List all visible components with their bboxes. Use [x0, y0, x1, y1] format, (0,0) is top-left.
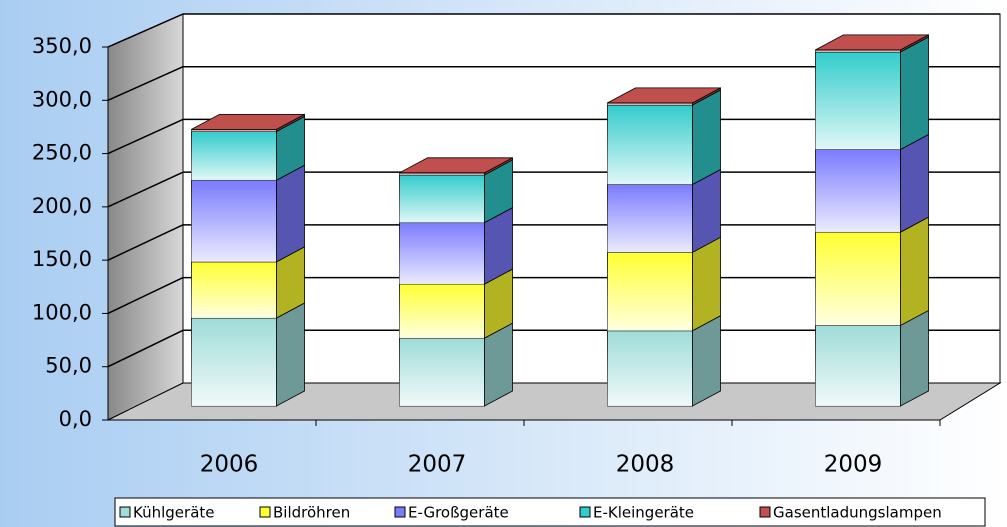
bar-top	[399, 157, 513, 174]
bar-shine	[399, 338, 485, 406]
bar-shine	[399, 284, 485, 339]
bar-side-shade	[484, 159, 513, 223]
grid-line-side	[107, 329, 184, 368]
bar-shine	[191, 261, 277, 319]
legend-label: Kühlgeräte	[133, 504, 215, 522]
y-tick-label: 250,0	[32, 141, 92, 165]
bar-shine	[815, 149, 901, 233]
bar-shine	[607, 184, 693, 253]
bar-side-shade	[484, 269, 513, 339]
bar-shine	[815, 49, 901, 52]
legend-label: Gasentladungslampen	[773, 504, 942, 522]
bar-side-shade	[484, 157, 513, 175]
bar-side-shade	[900, 217, 929, 326]
bar-side-shade	[276, 246, 305, 319]
x-tick-label: 2009	[824, 452, 883, 478]
bar-side-shade	[692, 315, 721, 406]
legend-swatch	[579, 506, 591, 518]
bar-shine	[399, 172, 485, 175]
bar-shine	[815, 325, 901, 406]
grid-line-side	[107, 66, 184, 101]
y-tick-label: 300,0	[32, 87, 92, 111]
y-tick-label: 100,0	[32, 300, 92, 324]
bar-shine	[191, 180, 277, 262]
bar-side-shade	[276, 165, 305, 262]
bar-side-shade	[900, 310, 929, 406]
bar-top	[607, 87, 721, 104]
grid-line-side	[107, 13, 184, 48]
bar-side-shade	[900, 134, 929, 233]
bar-side-shade	[276, 303, 305, 406]
bar-top	[815, 34, 929, 51]
y-tick-label: 150,0	[32, 247, 92, 271]
bar-side-shade	[900, 34, 929, 52]
y-tick-label: 200,0	[32, 194, 92, 218]
x-tick-label: 2008	[616, 452, 675, 478]
grid-line-side	[107, 276, 184, 315]
bar-side-shade	[484, 207, 513, 285]
bar-shine	[607, 330, 693, 406]
legend-swatch	[394, 506, 406, 518]
bar-side-shade	[692, 169, 721, 253]
bar-shine	[607, 102, 693, 105]
bar-side-shade	[900, 36, 929, 150]
legend-swatch	[119, 506, 131, 518]
x-tick-label: 2006	[200, 452, 259, 478]
bar-shine	[815, 232, 901, 326]
bar-shine	[607, 252, 693, 331]
legend-label: E-Großgeräte	[408, 504, 509, 522]
bar-shine	[607, 104, 693, 185]
y-tick-label: 50,0	[45, 354, 92, 378]
bar-shine	[191, 318, 277, 406]
bar-shine	[191, 131, 277, 181]
y-tick-label: 350,0	[32, 34, 92, 58]
bar-shine	[399, 222, 485, 285]
bar-side-shade	[484, 323, 513, 406]
y-tick-label: 0,0	[59, 407, 92, 431]
bar-side-shade	[692, 87, 721, 105]
x-tick-label: 2007	[408, 452, 467, 478]
legend-label: E-Kleingeräte	[593, 504, 694, 522]
bar-side-shade	[276, 114, 305, 132]
grid-line-side	[107, 171, 184, 208]
grid-line-side	[107, 118, 184, 155]
bar-side-shade	[692, 89, 721, 185]
bar-shine	[191, 129, 277, 132]
legend-swatch	[259, 506, 271, 518]
grid-line-side	[107, 224, 184, 261]
bar-side-shade	[692, 237, 721, 331]
bar-shine	[399, 174, 485, 223]
bar-top	[191, 113, 305, 130]
side-wall	[107, 13, 184, 421]
legend-swatch	[759, 506, 771, 518]
legend-label: Bildröhren	[273, 504, 350, 522]
bar-shine	[815, 51, 901, 150]
bar-side-shade	[276, 116, 305, 181]
